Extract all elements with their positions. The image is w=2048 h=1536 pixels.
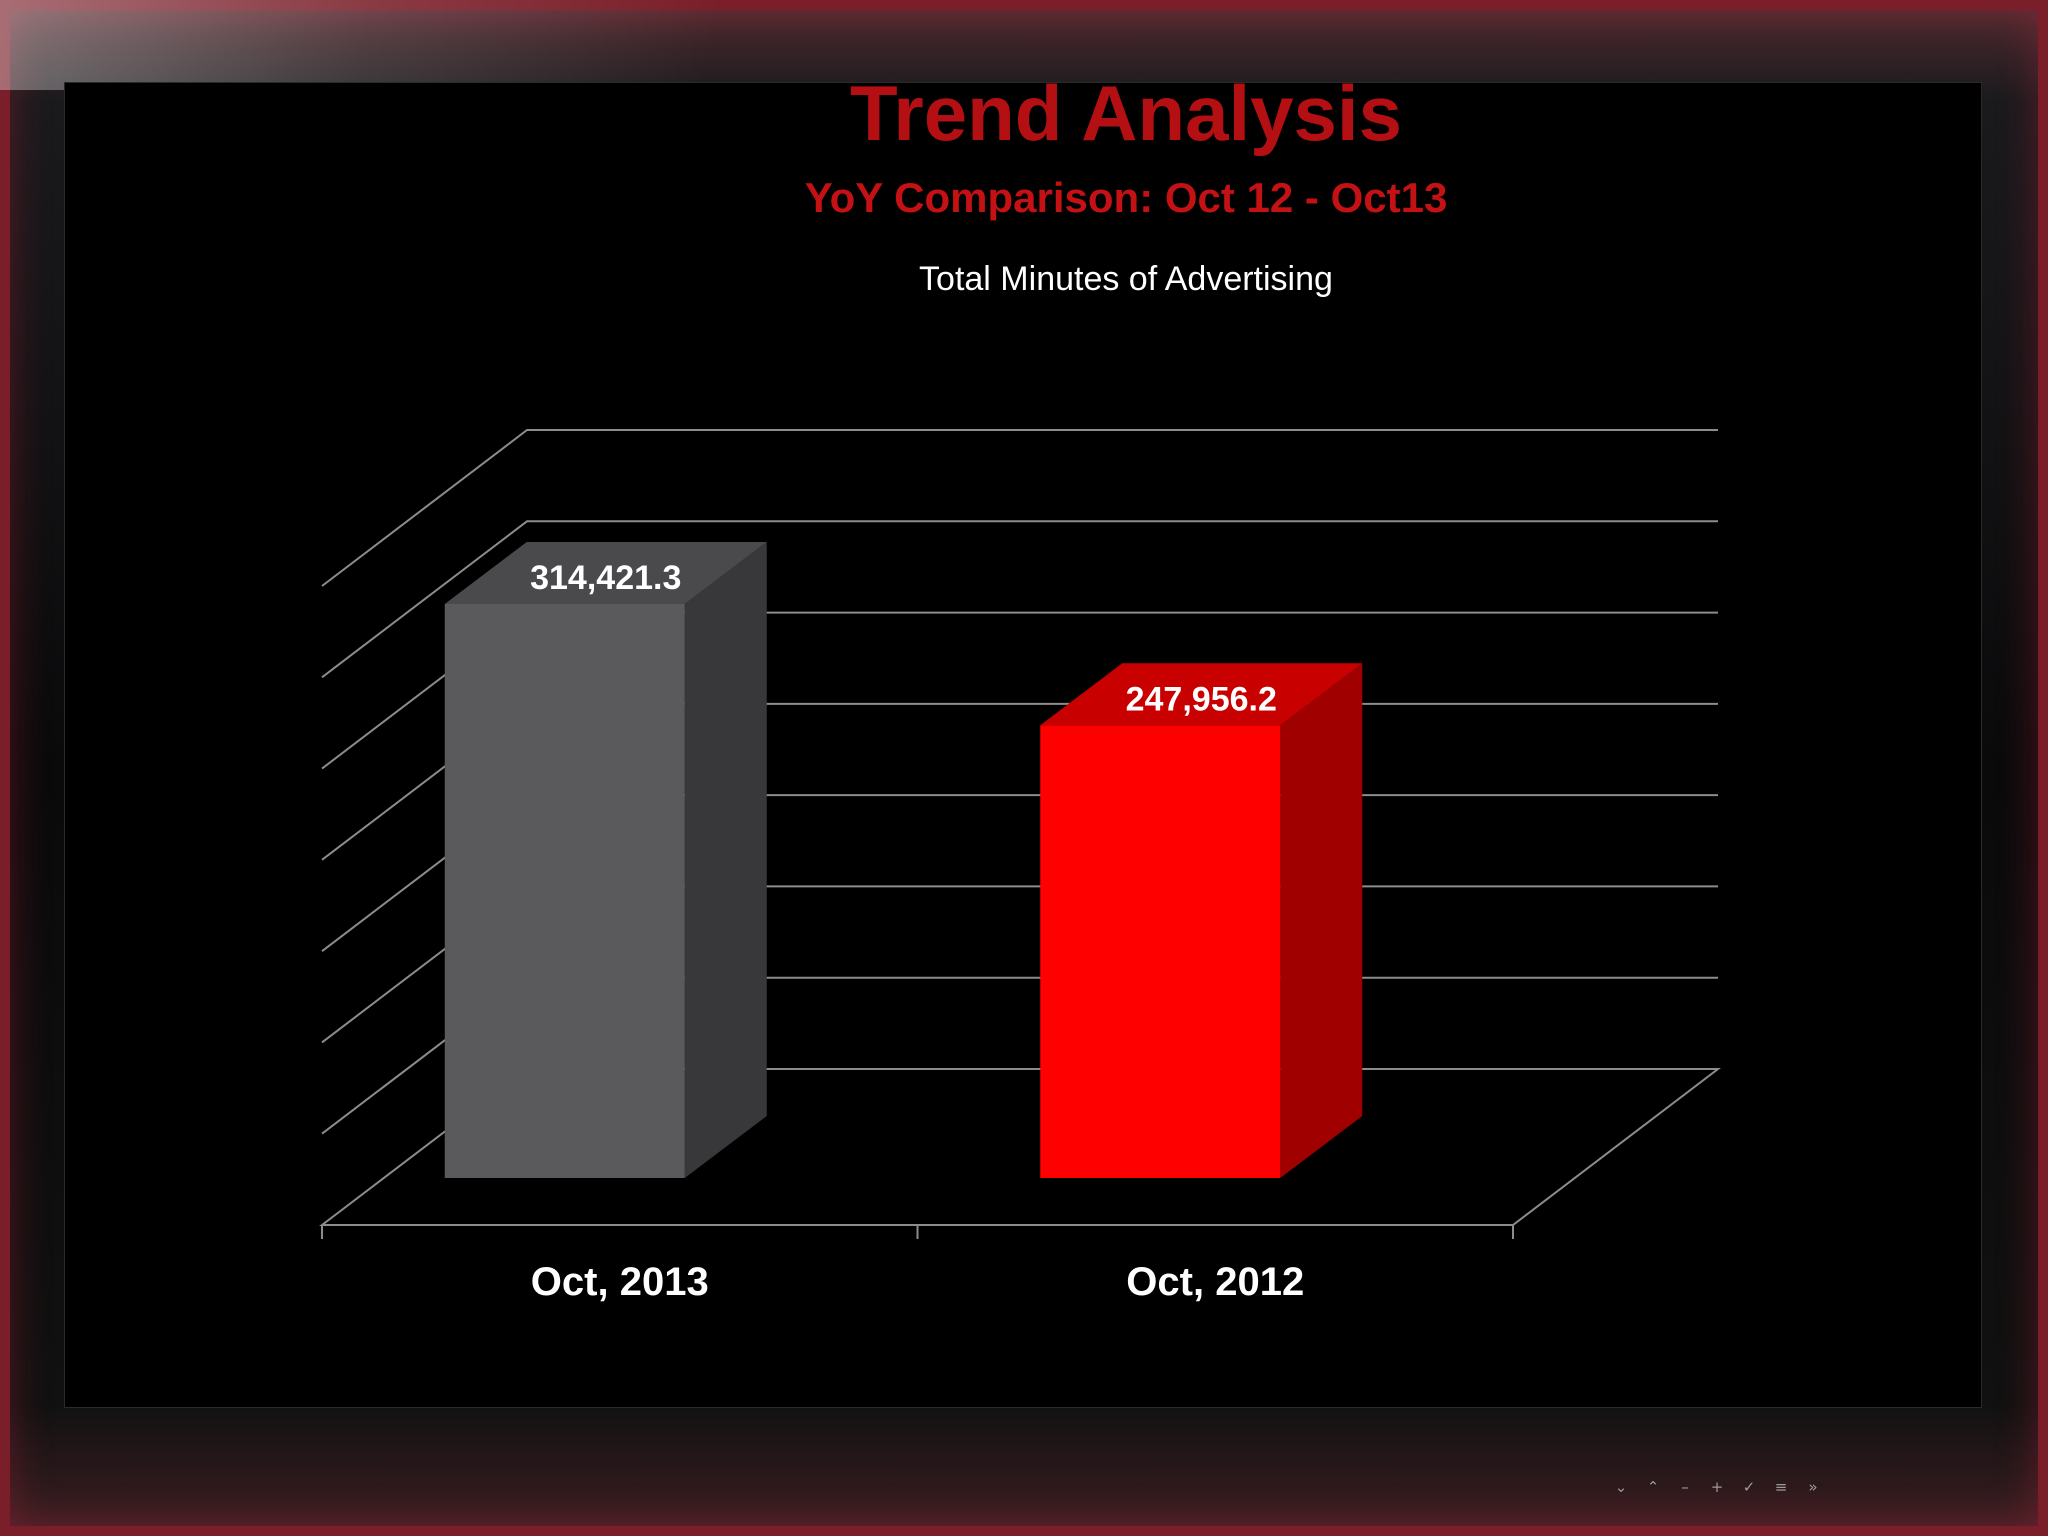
slide-subtitle: YoY Comparison: Oct 12 - Oct13: [804, 174, 1448, 221]
menu-control-icon[interactable]: ≡: [1774, 1478, 1788, 1496]
bar-side: [684, 541, 767, 1178]
bar-top: [1040, 663, 1363, 726]
bar-top: [444, 541, 767, 604]
monitor-screen: [64, 82, 1982, 1408]
bar-side: [1280, 663, 1363, 1178]
slide-title: Trend Analysis: [850, 69, 1402, 157]
up-control-icon[interactable]: ⌃: [1646, 1478, 1660, 1496]
data-label: 314,421.3: [530, 559, 681, 597]
minus-control-icon[interactable]: –: [1681, 1478, 1689, 1496]
monitor-controls: ⌄ ⌃ – + ✓ ≡ »: [1612, 1472, 1822, 1502]
gridline: [321, 429, 1718, 587]
plus-control-icon[interactable]: +: [1710, 1478, 1724, 1496]
gridline: [321, 520, 1718, 679]
input-control-icon[interactable]: »: [1808, 1478, 1818, 1496]
chart-title: Total Minutes of Advertising: [919, 260, 1333, 298]
bar: [444, 603, 685, 1178]
down-control-icon[interactable]: ⌄: [1614, 1478, 1628, 1496]
x-tick-label: Oct, 2012: [1126, 1260, 1304, 1304]
enter-control-icon[interactable]: ✓: [1742, 1478, 1756, 1496]
data-label: 247,956.2: [1126, 680, 1277, 718]
x-tick-label: Oct, 2013: [531, 1260, 709, 1304]
bar: [1040, 725, 1281, 1178]
